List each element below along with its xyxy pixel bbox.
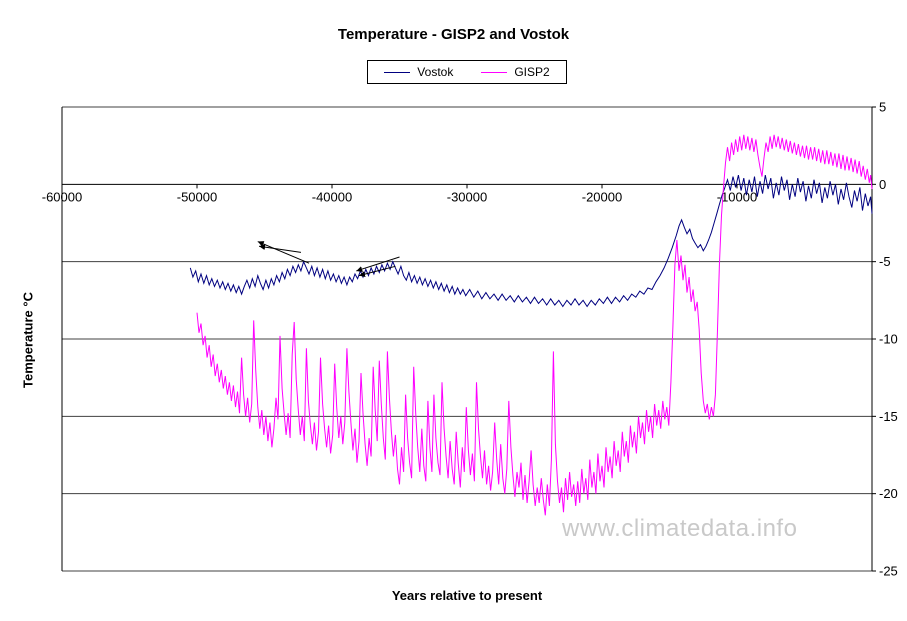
y-axis-title: Temperature °C xyxy=(20,292,36,388)
annotation-arrow xyxy=(259,244,302,253)
y-tick-label: 0 xyxy=(879,177,886,192)
x-tick-label: -40000 xyxy=(312,189,352,204)
legend-item-vostok: Vostok xyxy=(384,65,453,79)
y-tick-label: 5 xyxy=(879,100,886,115)
watermark: www.climatedata.info xyxy=(562,515,798,542)
legend-label-gisp2: GISP2 xyxy=(514,65,550,79)
legend-label-vostok: Vostok xyxy=(417,65,454,79)
x-axis-title: Years relative to present xyxy=(391,588,543,603)
annotation-arrow xyxy=(358,265,396,278)
x-tick-label: -50000 xyxy=(177,189,217,204)
y-tick-label: -20 xyxy=(879,486,898,501)
y-tick-label: -5 xyxy=(879,254,891,269)
x-tick-label: -30000 xyxy=(447,189,487,204)
x-tick-label: -20000 xyxy=(582,189,622,204)
vostok-series-line xyxy=(189,174,873,308)
chart-title: Temperature - GISP2 and Vostok xyxy=(337,26,570,43)
vostok-line-swatch xyxy=(384,71,411,73)
legend-row: Vostok GISP2 xyxy=(62,60,872,84)
legend-item-gisp2: GISP2 xyxy=(481,65,550,79)
gisp2-line-swatch xyxy=(481,71,508,73)
y-tick-label: -10 xyxy=(879,332,898,347)
legend: Vostok GISP2 xyxy=(367,60,567,84)
gisp2-series-line xyxy=(196,134,873,516)
y-tick-label: -25 xyxy=(879,564,898,579)
y-tick-label: -15 xyxy=(879,409,898,424)
annotation-arrow xyxy=(356,256,400,272)
annotation-arrow xyxy=(257,241,310,264)
